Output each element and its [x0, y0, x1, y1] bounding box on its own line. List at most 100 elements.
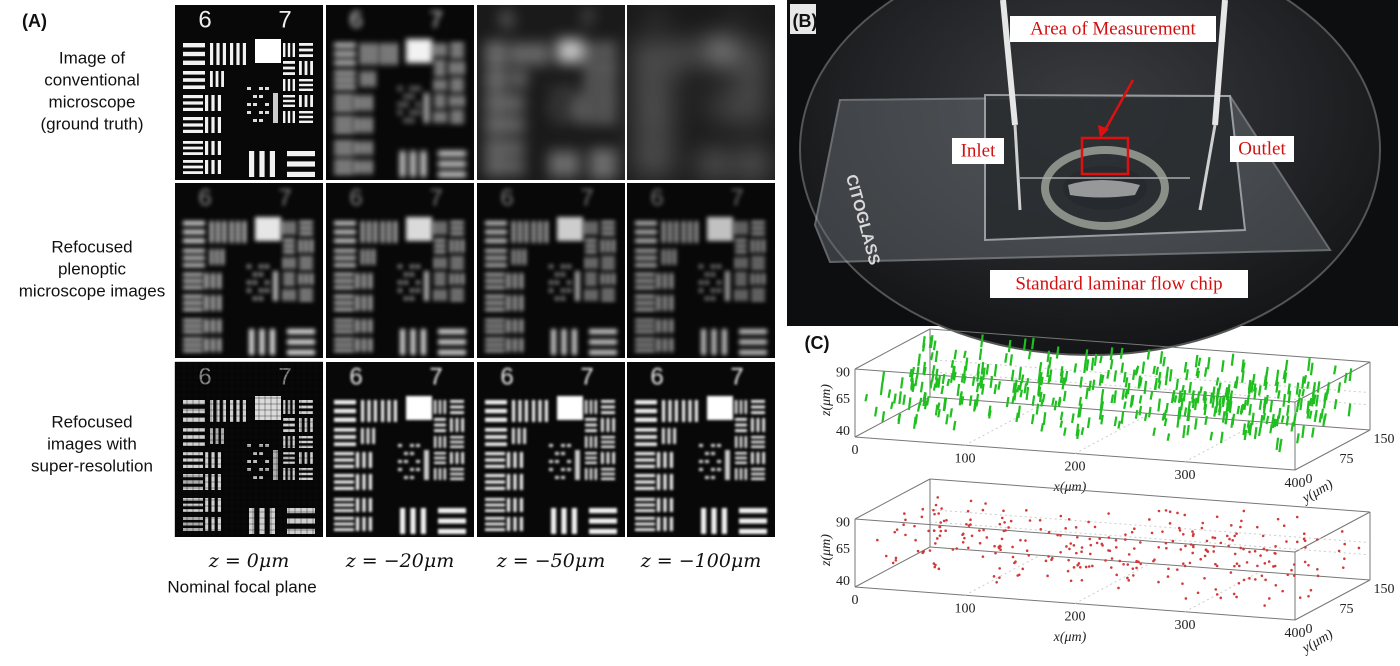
target-bar: [334, 256, 356, 260]
target-bar: [211, 95, 215, 111]
particle: [937, 374, 942, 388]
particle: [969, 518, 972, 522]
target-dot: [265, 87, 269, 90]
target-digit: 6: [650, 363, 663, 390]
target-dot: [711, 297, 715, 300]
target-dot: [253, 452, 257, 455]
target-bar: [721, 329, 727, 355]
particle: [1162, 356, 1166, 367]
particle: [1308, 397, 1313, 407]
particle: [1179, 548, 1183, 551]
target-bar: [635, 343, 655, 347]
particle: [1307, 594, 1310, 598]
target-dot: [259, 265, 263, 268]
particle: [1242, 578, 1246, 582]
target-bar: [589, 289, 593, 301]
particle: [1124, 377, 1129, 388]
target-bar: [211, 160, 215, 174]
particle: [1228, 400, 1233, 413]
particle: [1068, 547, 1071, 551]
particle: [920, 515, 924, 519]
target-bar: [334, 324, 354, 328]
particle: [1229, 571, 1233, 574]
target-bar: [183, 117, 203, 121]
target-bar: [183, 452, 203, 456]
target-bar: [438, 289, 442, 301]
image-bg: [326, 183, 474, 358]
target-bar: [283, 452, 295, 455]
particle: [1284, 359, 1289, 372]
particle: [907, 397, 912, 410]
target-bar: [361, 221, 365, 243]
target-bar: [657, 517, 661, 531]
particle: [900, 377, 904, 389]
target-bar: [434, 250, 446, 253]
target-bar: [601, 54, 615, 57]
particle: [934, 542, 937, 545]
target-bar: [420, 151, 426, 177]
particle: [1157, 580, 1160, 584]
particle: [1064, 527, 1067, 530]
particle: [1240, 519, 1243, 523]
particle: [1135, 566, 1138, 570]
particle: [1047, 555, 1050, 558]
particle: [1189, 543, 1193, 546]
particle: [1307, 563, 1310, 567]
target-bar: [635, 486, 655, 490]
target-dot: [561, 265, 565, 268]
target-bar: [751, 83, 765, 87]
particle: [1203, 576, 1206, 580]
target-bar: [356, 498, 360, 512]
target-square: [255, 217, 281, 241]
target-bar: [485, 152, 505, 155]
target-bar: [450, 405, 464, 409]
panel-label: (B): [793, 11, 818, 31]
target-dot: [699, 281, 703, 284]
target-bar: [443, 111, 446, 123]
target-bar: [438, 79, 442, 91]
target-dot: [555, 297, 559, 300]
target-bar: [635, 408, 657, 414]
particle: [1098, 537, 1102, 540]
target-digit: 7: [730, 363, 743, 390]
target-bar: [756, 418, 760, 432]
target-bar: [551, 508, 557, 534]
target-bar: [434, 468, 437, 480]
target-bar: [222, 221, 226, 243]
particle: [1247, 379, 1252, 391]
particle: [951, 365, 956, 378]
image-bg: [175, 362, 323, 537]
target-bar: [222, 43, 226, 65]
target-bar: [287, 436, 291, 448]
particle: [952, 371, 957, 381]
target-bar: [635, 503, 655, 507]
particle: [1157, 380, 1162, 389]
particle: [1194, 354, 1199, 368]
particle: [973, 399, 977, 412]
target-bar: [334, 400, 356, 405]
particle: [1047, 530, 1051, 534]
target-bar: [635, 60, 657, 65]
target-dot: [265, 468, 269, 471]
particle: [1074, 526, 1078, 529]
particle: [891, 561, 895, 565]
particle: [1230, 524, 1233, 527]
target-bar: [183, 301, 203, 305]
particle: [881, 411, 886, 423]
particle: [1316, 574, 1320, 578]
target-dot: [410, 119, 414, 122]
target-bar: [283, 436, 286, 448]
target-bar: [183, 238, 205, 243]
target-bar: [635, 338, 655, 341]
target-bar: [356, 117, 360, 133]
image-bg: [477, 5, 625, 180]
particle: [876, 538, 879, 542]
target-dot: [404, 103, 408, 106]
particle: [1088, 537, 1092, 541]
target-bar: [368, 141, 372, 155]
target-bar: [438, 161, 466, 167]
target-bar: [434, 61, 446, 64]
particle: [1312, 382, 1317, 395]
particle: [1149, 391, 1154, 400]
target-bar: [485, 452, 505, 456]
